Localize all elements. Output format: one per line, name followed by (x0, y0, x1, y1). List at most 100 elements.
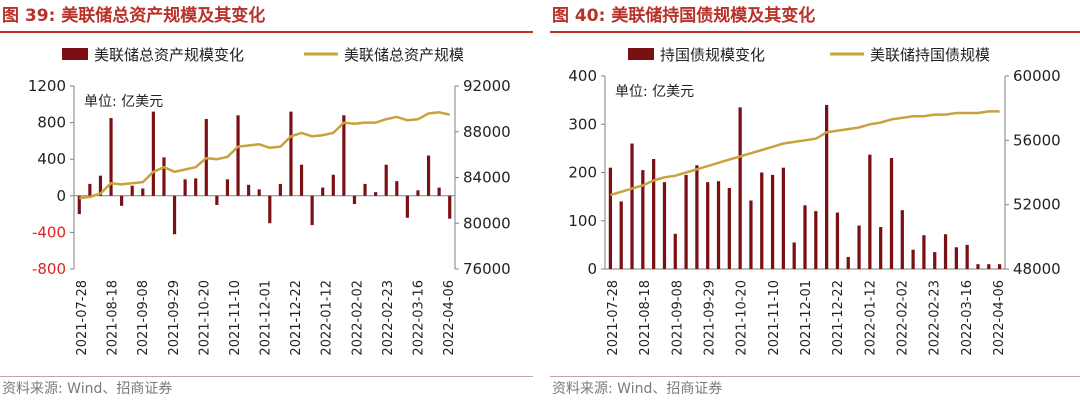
data-bar (976, 264, 980, 269)
data-bar (183, 179, 187, 196)
total-assets-chart: 美联储总资产规模变化 美联储总资产规模 -800 -400 0 400 800 1200 760… (28, 46, 511, 356)
data-bar (749, 200, 753, 269)
x-tick-label: 2022-01-12 (320, 280, 335, 356)
data-bar (760, 172, 764, 269)
data-bar (684, 174, 688, 269)
legend-label: 美联储总资产规模变化 (94, 46, 244, 64)
left-tick-label: 0 (56, 187, 66, 205)
data-bar (141, 188, 145, 196)
source-divider (0, 376, 533, 377)
left-tick-label: 0 (587, 260, 597, 278)
data-line (610, 110, 1000, 197)
x-tick-label: 2022-02-23 (381, 280, 396, 356)
left-tick-label: 100 (568, 212, 597, 230)
data-bar (98, 175, 103, 196)
data-bar (630, 143, 634, 269)
data-bar (437, 187, 441, 196)
x-tick-label: 2021-12-22 (831, 280, 846, 356)
x-tick-label: 2022-04-06 (992, 280, 1007, 356)
x-tick-label: 2022-02-02 (350, 280, 365, 356)
legend-label: 持国债规模变化 (660, 46, 765, 64)
x-tick-label: 2021-10-20 (735, 280, 750, 356)
data-bar (310, 195, 314, 226)
data-bar (933, 252, 937, 269)
data-bar (662, 182, 667, 269)
data-bar (803, 205, 807, 269)
left-tick-label: -400 (32, 223, 66, 241)
data-bar (426, 155, 431, 196)
data-bar (321, 187, 325, 196)
legend-bar-swatch (628, 48, 654, 60)
legend-label: 美联储总资产规模 (344, 46, 464, 64)
data-bar (695, 165, 699, 269)
title-divider (550, 31, 1080, 33)
title-divider (0, 31, 533, 33)
x-tick-label: 2021-11-10 (767, 280, 782, 356)
data-bar (109, 118, 113, 196)
x-tick-label: 2021-09-29 (703, 280, 718, 356)
right-tick-label: 88000 (463, 123, 511, 141)
data-bar (965, 244, 969, 269)
x-tick-label: 2021-07-28 (606, 280, 621, 356)
data-bar (641, 170, 645, 269)
data-bar (922, 235, 926, 269)
right-tick-label: 56000 (1013, 131, 1061, 149)
left-chart-panel: 图 39: 美联储总资产规模及其变化 美联储总资产规模变化 美联储总资产规模 -80… (0, 0, 533, 402)
data-bar (706, 182, 710, 269)
data-bar (120, 195, 124, 206)
data-bar (374, 192, 378, 196)
x-tick-label: 2021-07-28 (75, 280, 90, 356)
x-tick-label: 2022-02-23 (928, 280, 943, 356)
data-bar (846, 256, 850, 269)
right-tick-label: 76000 (463, 260, 511, 278)
data-bar (738, 107, 742, 269)
x-tick-label: 2021-08-18 (638, 280, 653, 356)
data-bar (997, 264, 1002, 269)
source-divider (550, 376, 1080, 377)
data-bar (236, 115, 240, 196)
unit-note: 单位: 亿美元 (615, 84, 694, 100)
data-bar (673, 233, 677, 269)
data-bar (405, 195, 409, 218)
left-tick-label: 200 (568, 164, 597, 182)
right-tick-label: 84000 (463, 169, 511, 187)
right-tick-label: 80000 (463, 214, 511, 232)
chart-title: 图 39: 美联储总资产规模及其变化 (2, 6, 266, 26)
data-bar (342, 115, 346, 196)
data-bar (792, 242, 796, 269)
legend-bar-swatch (62, 48, 88, 60)
data-bar (716, 181, 721, 269)
x-tick-label: 2022-04-06 (442, 280, 457, 356)
data-bar (943, 234, 948, 269)
data-bar (331, 174, 335, 196)
data-bar (868, 154, 872, 269)
data-bar (268, 195, 272, 224)
data-bar (172, 195, 177, 235)
x-tick-label: 2022-03-16 (411, 280, 426, 356)
data-bar (215, 195, 219, 205)
right-tick-label: 52000 (1013, 196, 1061, 214)
data-line (79, 111, 450, 200)
source-note: 资料来源: Wind、招商证券 (2, 381, 173, 397)
data-bar (608, 167, 613, 269)
x-tick-label: 2021-09-08 (670, 280, 685, 356)
x-tick-label: 2021-12-22 (289, 280, 304, 356)
data-bar (652, 158, 656, 269)
data-bar (857, 225, 861, 269)
data-bar (225, 179, 230, 196)
data-bar (911, 249, 915, 269)
data-bar (88, 183, 92, 196)
data-bar (727, 187, 731, 269)
treasury-holdings-chart: 持国债规模变化 美联储持国债规模 0 100 200 300 400 48000 52000 56… (568, 46, 1061, 356)
data-bar (257, 189, 261, 196)
data-bar (835, 212, 840, 269)
data-bar (299, 164, 304, 196)
data-bar (889, 158, 894, 269)
right-chart-panel: 图 40: 美联储持国债规模及其变化 持国债规模变化 美联储持国债规模 0 100 20… (550, 0, 1080, 402)
data-bar (363, 183, 367, 196)
x-tick-label: 2022-01-12 (863, 280, 878, 356)
legend-label: 美联储持国债规模 (870, 46, 990, 64)
data-bar (278, 183, 282, 196)
x-tick-label: 2021-09-29 (167, 280, 182, 356)
x-tick-label: 2021-09-08 (136, 280, 151, 356)
